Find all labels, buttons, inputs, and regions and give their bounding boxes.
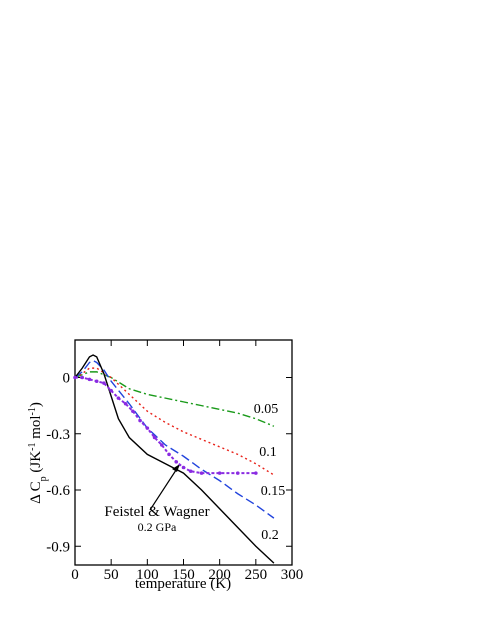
y-tick-label: 0 bbox=[63, 371, 71, 387]
data-point bbox=[145, 426, 150, 430]
series-line bbox=[74, 371, 275, 427]
data-point bbox=[174, 460, 179, 464]
y-axis-label-part: Δ C bbox=[28, 481, 44, 504]
series-line bbox=[75, 376, 256, 475]
series-line bbox=[74, 359, 275, 519]
x-tick-label: 250 bbox=[245, 567, 268, 583]
x-tick-label: 0 bbox=[71, 567, 79, 583]
data-point bbox=[73, 375, 77, 380]
data-point bbox=[160, 443, 164, 447]
y-axis-label-part: -1 bbox=[27, 443, 38, 451]
series-line bbox=[74, 367, 275, 476]
series-label: 0.2 bbox=[261, 528, 279, 543]
y-axis-label-part: ) bbox=[28, 402, 44, 407]
y-axis-label-part: p bbox=[38, 476, 49, 481]
y-tick-label: -0.9 bbox=[46, 539, 70, 555]
y-tick-label: -0.3 bbox=[46, 427, 70, 443]
y-axis-label: Δ Cp (JK-1 mol-1) bbox=[27, 402, 49, 504]
y-axis-label-part: -1 bbox=[27, 407, 38, 415]
series-label: 0.05 bbox=[254, 402, 279, 417]
series-label: 0.1 bbox=[259, 445, 277, 460]
x-tick-label: 300 bbox=[281, 567, 304, 583]
arrow-head bbox=[172, 464, 180, 472]
data-point bbox=[109, 388, 113, 393]
data-point bbox=[94, 379, 99, 384]
data-point bbox=[167, 452, 171, 457]
data-point bbox=[102, 381, 106, 385]
x-tick-label: 150 bbox=[172, 567, 195, 583]
data-point bbox=[131, 409, 135, 414]
y-axis-label-part: (JK bbox=[28, 451, 44, 477]
series-line bbox=[74, 354, 275, 564]
data-point bbox=[87, 377, 92, 382]
x-tick-label: 200 bbox=[208, 567, 231, 583]
annotation-arrow bbox=[149, 463, 181, 511]
annotation: Feistel & Wagner bbox=[104, 504, 209, 520]
data-point bbox=[123, 401, 128, 406]
x-tick-label: 100 bbox=[136, 567, 159, 583]
data-point bbox=[152, 435, 157, 440]
data-point bbox=[188, 469, 193, 474]
data-point bbox=[181, 465, 186, 470]
data-point bbox=[138, 418, 142, 423]
y-axis-label-part: mol bbox=[28, 415, 44, 442]
y-tick-label: -0.6 bbox=[46, 483, 70, 499]
series-label: 0.15 bbox=[261, 484, 286, 499]
x-tick-label: 50 bbox=[104, 567, 119, 583]
data-point bbox=[199, 471, 204, 475]
data-point bbox=[235, 471, 240, 475]
data-point bbox=[217, 471, 222, 475]
data-point bbox=[116, 396, 121, 400]
data-point bbox=[254, 471, 258, 475]
x-axis-label: temperature (K) bbox=[135, 576, 231, 592]
data-point bbox=[80, 375, 85, 380]
annotation: 0.2 GPa bbox=[138, 520, 177, 534]
